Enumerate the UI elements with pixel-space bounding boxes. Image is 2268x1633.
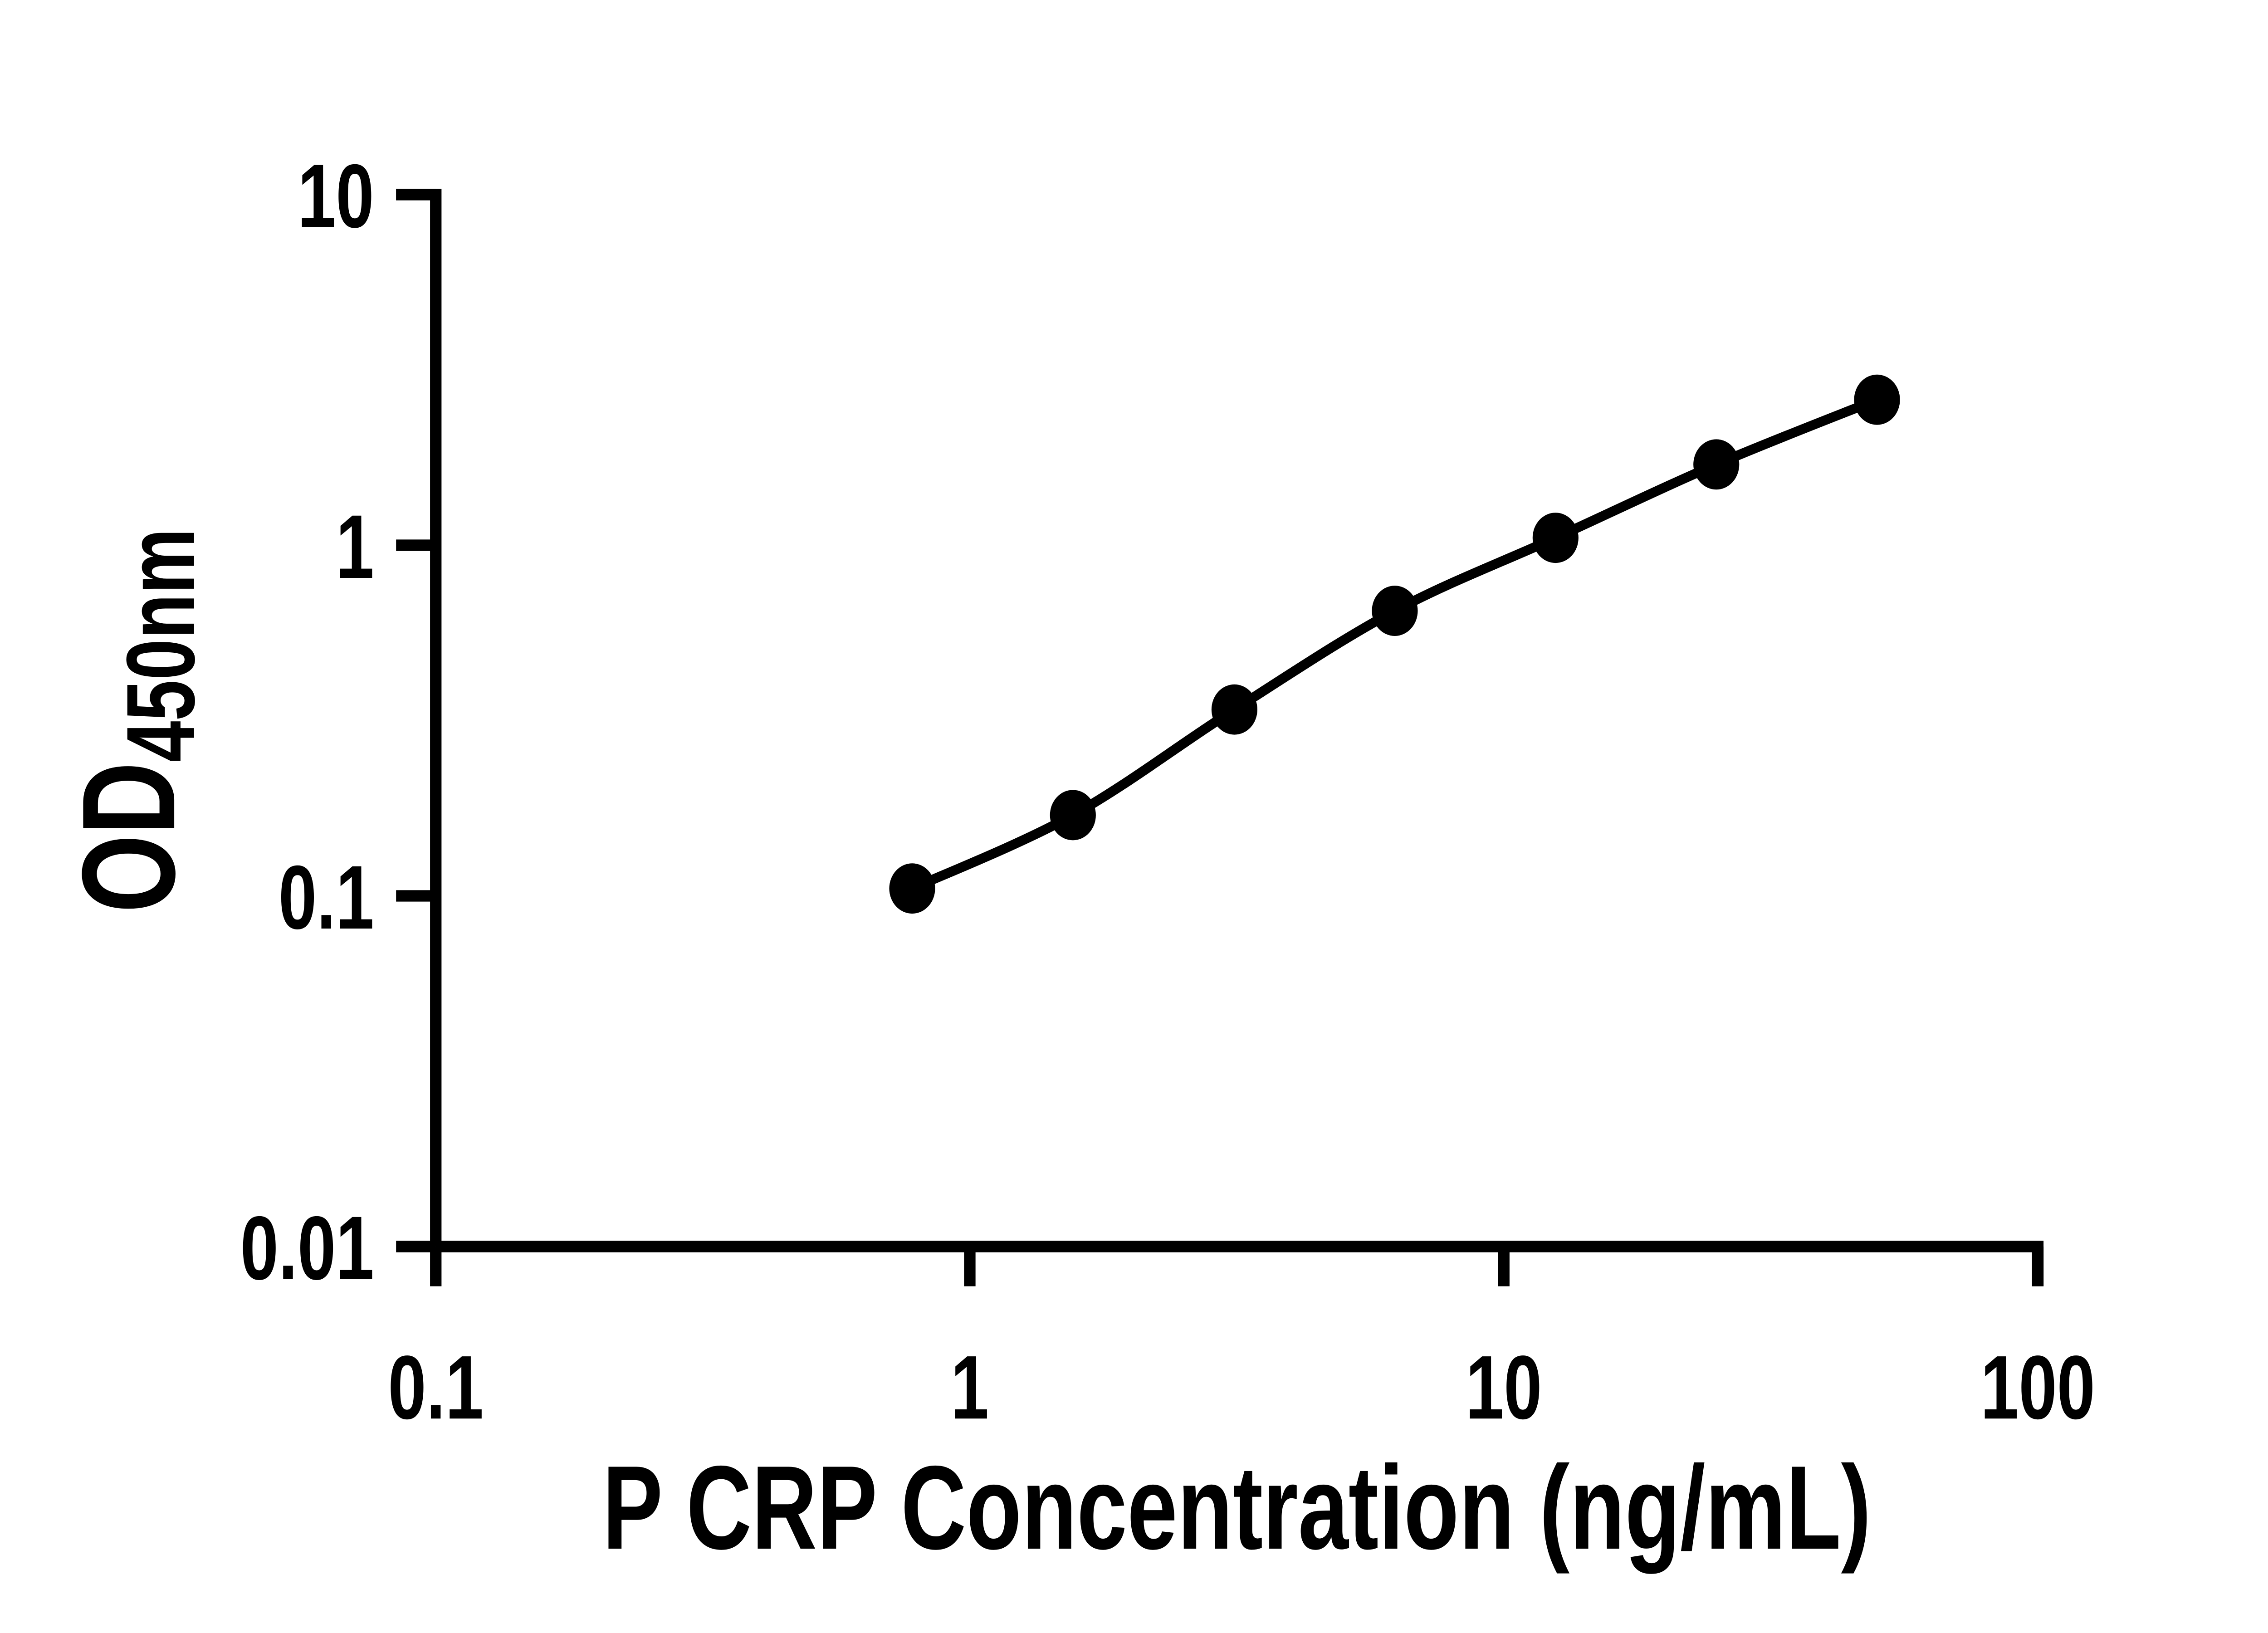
data-point-marker bbox=[1211, 684, 1257, 735]
x-tick-label: 0.1 bbox=[388, 1337, 484, 1438]
y-tick-label: 10 bbox=[298, 146, 374, 247]
data-point-marker bbox=[1854, 374, 1900, 425]
y-tick-label: 0.1 bbox=[279, 847, 374, 948]
x-tick-label: 1 bbox=[951, 1337, 989, 1438]
data-point-marker bbox=[1693, 439, 1740, 490]
x-axis-title: P CRP Concentration (ng/mL) bbox=[602, 1442, 1871, 1574]
y-axis-title-main: OD bbox=[54, 762, 202, 913]
y-tick-label: 1 bbox=[336, 496, 374, 597]
x-tick-label: 10 bbox=[1466, 1337, 1542, 1438]
y-tick-label: 0.01 bbox=[240, 1198, 374, 1299]
x-tick-label: 100 bbox=[1980, 1337, 2095, 1438]
data-point-marker bbox=[1372, 586, 1418, 636]
y-axis-title: OD450nm bbox=[54, 528, 215, 913]
data-point-marker bbox=[889, 863, 935, 914]
y-axis-title-subscript: 450nm bbox=[107, 528, 215, 762]
data-point-marker bbox=[1532, 513, 1579, 563]
data-point-marker bbox=[1050, 790, 1096, 841]
plot-background bbox=[0, 22, 2268, 1611]
